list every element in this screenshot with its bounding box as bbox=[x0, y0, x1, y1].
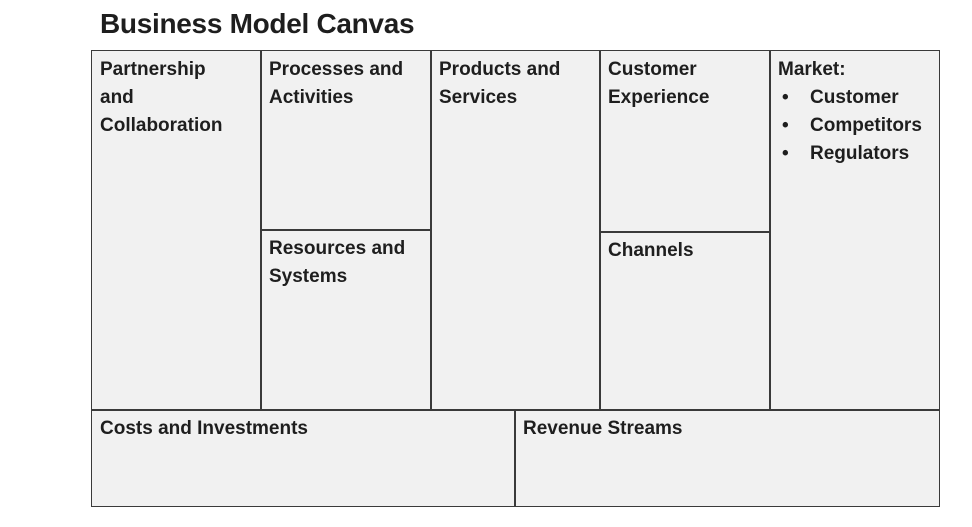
partnership-label-line: Partnership bbox=[100, 59, 206, 80]
market-heading: Market: bbox=[778, 59, 846, 80]
costs-block: Costs and Investments bbox=[92, 410, 514, 506]
products-label-line: Services bbox=[439, 87, 518, 108]
channels-block: Channels bbox=[600, 232, 769, 409]
resources-label-line: Resources and bbox=[269, 238, 406, 259]
divider-line bbox=[260, 229, 431, 231]
channels-label: Channels bbox=[608, 240, 694, 261]
divider-line bbox=[769, 51, 771, 409]
market-list-item: Customer bbox=[778, 84, 931, 112]
partnership-label-line: and bbox=[100, 87, 134, 108]
divider-line bbox=[92, 409, 939, 411]
market-list-item: Regulators bbox=[778, 140, 931, 168]
processes-label-line: Processes and bbox=[269, 59, 404, 80]
divider-line bbox=[514, 409, 516, 506]
market-block: Market: Customer Competitors Regulators bbox=[770, 51, 939, 409]
business-model-canvas: Partnership and Collaboration Processes … bbox=[91, 50, 940, 507]
divider-line bbox=[599, 231, 770, 233]
products-block: Products and Services bbox=[431, 51, 599, 409]
products-label-line: Products and bbox=[439, 59, 561, 80]
market-list: Customer Competitors Regulators bbox=[778, 84, 931, 168]
revenue-label: Revenue Streams bbox=[523, 418, 683, 439]
partnership-block: Partnership and Collaboration bbox=[92, 51, 260, 409]
divider-line bbox=[599, 51, 601, 409]
page-title: Business Model Canvas bbox=[100, 8, 415, 39]
resources-block: Resources and Systems bbox=[261, 230, 430, 409]
customer-experience-block: Customer Experience bbox=[600, 51, 769, 231]
customer-experience-label-line: Experience bbox=[608, 87, 710, 108]
costs-label: Costs and Investments bbox=[100, 418, 308, 439]
revenue-block: Revenue Streams bbox=[515, 410, 939, 506]
partnership-label-line: Collaboration bbox=[100, 115, 223, 136]
processes-label-line: Activities bbox=[269, 87, 354, 108]
processes-block: Processes and Activities bbox=[261, 51, 430, 229]
customer-experience-label-line: Customer bbox=[608, 59, 697, 80]
market-list-item: Competitors bbox=[778, 112, 931, 140]
resources-label-line: Systems bbox=[269, 266, 348, 287]
